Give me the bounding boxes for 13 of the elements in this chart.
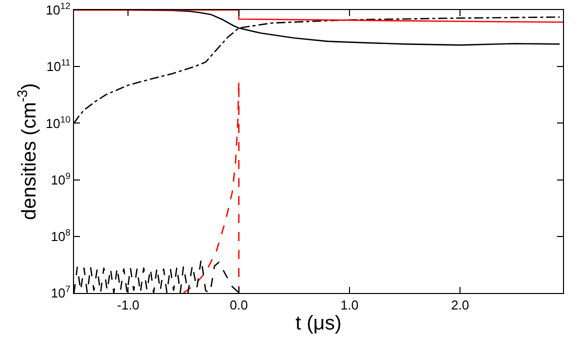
line-series [74,10,563,23]
x-tick-label: 1.0 [340,298,359,313]
x-tick-label: 2.0 [451,298,470,313]
y-tick-label: 10$^{10}$ [46,114,70,131]
x-tick-label: -1.0 [117,298,140,313]
y-tick-label: 10$^{8}$ [50,227,70,244]
x-tick-label: 0.0 [230,298,248,313]
x-axis-title: t (μs) [296,312,342,335]
y-tick-label: 10$^{12}$ [46,1,70,18]
y-tick-label: 10$^{11}$ [46,58,70,74]
y-tick-label: 10$^{7}$ [50,284,70,301]
line-series [182,80,240,293]
y-tick-label: 10$^{9}$ [50,170,70,188]
